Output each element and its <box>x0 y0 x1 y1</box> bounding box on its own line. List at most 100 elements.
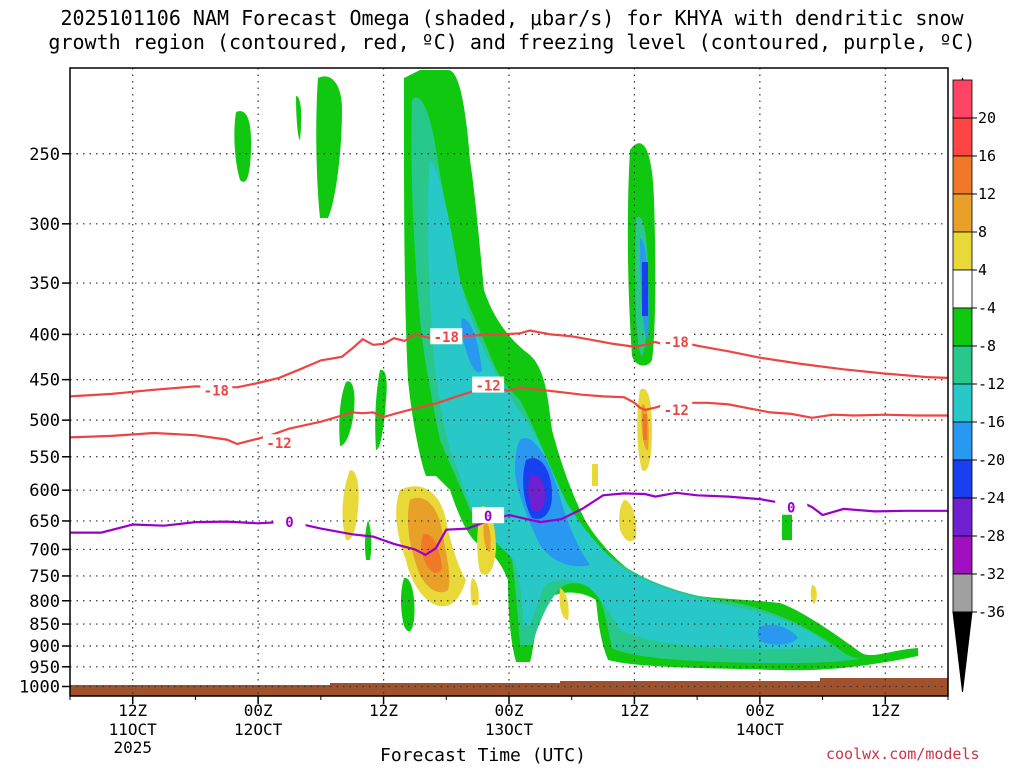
colorbar-segment <box>952 117 973 157</box>
x-tick-label: 12Z <box>871 701 900 720</box>
y-tick-label: 350 <box>29 274 60 294</box>
colorbar-segment <box>952 535 973 575</box>
contour-label-bg <box>273 513 306 530</box>
x-axis-label: Forecast Time (UTC) <box>380 745 586 766</box>
shade-yellow-1 <box>342 470 359 541</box>
shade-green-col3 <box>364 520 372 560</box>
colorbar-segment <box>952 421 973 461</box>
colorbar-segment <box>952 79 973 119</box>
colorbar-label: 8 <box>978 223 987 241</box>
contour-label: -12 <box>266 436 291 452</box>
colorbar-segment <box>952 573 973 613</box>
colorbar-label: 20 <box>978 109 996 127</box>
shade-green-early2 <box>296 96 302 140</box>
x-tick-label: 00Z <box>745 701 774 720</box>
shade-green-early1 <box>234 111 252 182</box>
colorbar-segment <box>952 269 973 309</box>
colorbar-label: -16 <box>978 413 1005 431</box>
x-tick-label: 00Z <box>244 701 273 720</box>
colorbar-label: 12 <box>978 185 996 203</box>
shade-cyan-main <box>427 160 830 650</box>
grid <box>70 68 948 696</box>
colorbar-segment <box>952 155 973 195</box>
shade-darkblue-late <box>642 262 648 316</box>
colorbar-label: -8 <box>978 337 996 355</box>
y-tick-label: 650 <box>29 512 60 532</box>
y-tick-label: 800 <box>29 592 60 612</box>
x-tick-label: 12Z <box>369 701 398 720</box>
x-tick-label: 2025 <box>113 738 152 757</box>
contour-label-bg <box>430 328 463 345</box>
y-tick-label: 1000 <box>19 678 60 698</box>
colorbar-label: -20 <box>978 451 1005 469</box>
colorbar-label: -24 <box>978 489 1005 507</box>
colorbar-label: -12 <box>978 375 1005 393</box>
contour-label: -12 <box>475 379 500 395</box>
colorbar-label: 4 <box>978 261 987 279</box>
credit-text: coolwx.com/models <box>826 745 980 763</box>
shade-yellow-8 <box>592 464 598 486</box>
chart-title-line2: growth region (contoured, red, ºC) and f… <box>48 30 976 54</box>
y-axis: 2503003504004505005506006507007508008509… <box>19 145 70 698</box>
contour-label-bg <box>472 507 505 524</box>
contour-label-bg <box>660 332 693 349</box>
y-tick-label: 950 <box>29 658 60 678</box>
y-tick-label: 250 <box>29 145 60 165</box>
x-tick-label: 00Z <box>495 701 524 720</box>
shade-orange-1 <box>421 533 442 573</box>
contour-label-bg <box>472 376 505 393</box>
colorbar-label: -36 <box>978 603 1005 621</box>
colorbar: 20 16 12 8 4 -4 -8 -12 -16 -20 -24 -28 -32 -36 <box>952 77 1005 693</box>
x-tick-label: 12Z <box>620 701 649 720</box>
shade-yellow-9 <box>810 585 817 604</box>
y-tick-label: 700 <box>29 540 60 560</box>
colorbar-segment <box>952 307 973 347</box>
shade-yellow-4 <box>470 578 479 605</box>
contour-label: 0 <box>285 515 293 531</box>
contour-labels: -18 -18 -18 -12 -12 -12 0 0 0 <box>200 328 808 531</box>
contour-label-bg <box>200 381 233 398</box>
shade-blue-core1 <box>461 318 482 373</box>
contour-label: -18 <box>434 330 459 346</box>
y-tick-label: 850 <box>29 615 60 635</box>
colorbar-segment <box>952 383 973 423</box>
colorbar-bottom-arrow <box>952 611 973 693</box>
chart-title: 2025101106 NAM Forecast Omega (shaded, μ… <box>0 6 1024 54</box>
colorbar-label: -28 <box>978 527 1005 545</box>
x-tick-label: 13OCT <box>485 720 534 739</box>
y-tick-label: 900 <box>29 637 60 657</box>
y-tick-label: 400 <box>29 325 60 345</box>
colorbar-segment <box>952 459 973 499</box>
shade-blue-core3 <box>757 624 798 645</box>
y-tick-label: 500 <box>29 411 60 431</box>
shade-yellow-5 <box>559 588 569 620</box>
chart-title-line1: 2025101106 NAM Forecast Omega (shaded, μ… <box>60 6 964 30</box>
contour-label-bg <box>263 434 296 451</box>
x-tick-label: 14OCT <box>736 720 785 739</box>
contour-label-bg <box>660 401 693 418</box>
shade-green-col4 <box>401 577 415 632</box>
colorbar-segment <box>952 231 973 271</box>
shade-yellow-6 <box>619 500 637 542</box>
shade-orange-2 <box>643 414 647 440</box>
contour-label: -12 <box>664 403 689 419</box>
colorbar-segment <box>952 497 973 537</box>
shade-green-early3 <box>316 76 342 218</box>
contour-line <box>70 329 948 398</box>
y-tick-label: 450 <box>29 371 60 391</box>
y-tick-label: 550 <box>29 448 60 468</box>
x-tick-label: 11OCT <box>109 720 158 739</box>
contour-label-bg <box>775 498 808 515</box>
contour-label: -18 <box>204 384 229 400</box>
colorbar-segment <box>952 193 973 233</box>
colorbar-label: -4 <box>978 299 996 317</box>
contour-label: -18 <box>664 335 689 351</box>
shade-purple-core <box>528 475 546 512</box>
y-tick-label: 750 <box>29 567 60 587</box>
contour-line <box>70 386 948 446</box>
shade-green-col2 <box>375 369 387 450</box>
contour-label: 0 <box>787 501 795 517</box>
y-tick-label: 600 <box>29 481 60 501</box>
